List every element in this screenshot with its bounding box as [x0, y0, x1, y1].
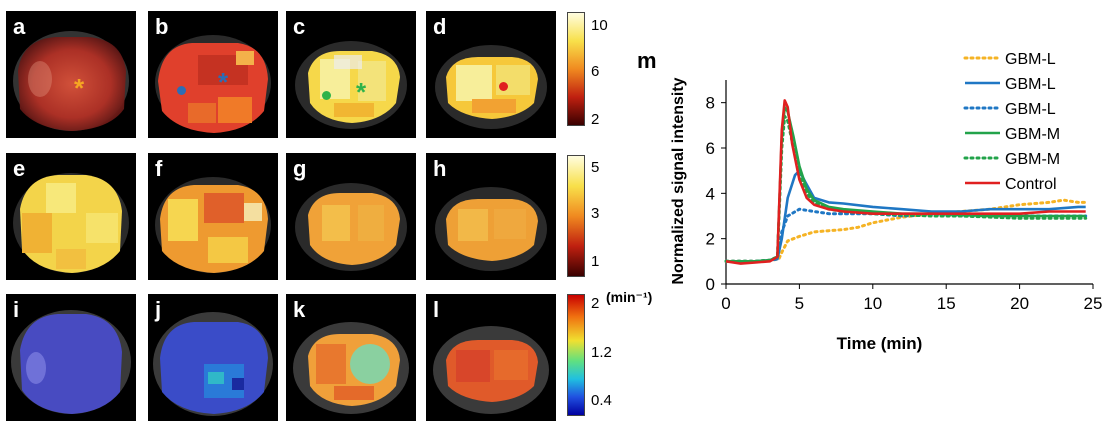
mri-map-j [153, 312, 273, 416]
y-tick-label: 2 [706, 230, 715, 249]
colorbar-tick: 3 [591, 205, 600, 222]
dot-marker [177, 86, 186, 95]
y-tick-label: 4 [706, 184, 715, 203]
series-line-6 [725, 99, 1086, 265]
y-tick-label: 0 [706, 275, 715, 294]
panel-label: l [433, 297, 440, 322]
panel-label: c [293, 14, 306, 39]
panel-l: l [426, 294, 556, 421]
x-tick-label: 20 [1010, 294, 1029, 313]
y-axis-label: Normalized signal intensity [670, 77, 687, 284]
mri-map-g [295, 183, 407, 271]
panel-f: f [148, 153, 278, 280]
panel-label: k [293, 297, 306, 322]
x-tick-label: 10 [863, 294, 882, 313]
colorbar-row3 [567, 294, 585, 416]
asterisk-marker: * [218, 67, 229, 97]
dot-marker [322, 91, 331, 100]
colorbar-unit: (min⁻¹) [606, 289, 653, 305]
colorbar-tick: 10 [591, 17, 608, 34]
colorbar-tick: 2 [591, 111, 600, 128]
panel-b: b * [148, 11, 278, 138]
x-tick-label: 15 [937, 294, 956, 313]
panel-c: c * [286, 11, 416, 138]
panel-label: g [293, 156, 307, 181]
legend-entry: GBM-L [1005, 101, 1056, 118]
panel-g: g [286, 153, 416, 280]
panel-label: a [13, 14, 26, 39]
panel-label: e [13, 156, 26, 181]
colorbar-tick: 0.4 [591, 392, 612, 409]
mri-map-h [435, 187, 547, 271]
mri-map-k [293, 322, 409, 414]
colorbar-row2 [567, 155, 585, 277]
x-tick-label: 25 [1084, 294, 1103, 313]
colorbar-row1 [567, 12, 585, 126]
mri-map-i [11, 310, 131, 414]
asterisk-marker: * [356, 77, 367, 107]
dot-marker [499, 82, 508, 91]
panel-label: d [433, 14, 447, 39]
legend-entry: GBM-M [1005, 126, 1060, 143]
legend-entry: GBM-L [1005, 51, 1056, 68]
panel-label: b [155, 14, 169, 39]
panel-label: h [433, 156, 447, 181]
chart-panel-label: m [637, 48, 657, 73]
legend-entry: GBM-M [1005, 151, 1060, 168]
mri-map-a [13, 31, 129, 131]
panel-i: i [6, 294, 136, 421]
panel-e: e [6, 153, 136, 280]
panel-k: k [286, 294, 416, 421]
panel-h: h [426, 153, 556, 280]
panel-j: j [148, 294, 278, 421]
panel-label: j [155, 297, 162, 322]
legend-entry: GBM-L [1005, 76, 1056, 93]
mri-map-e [13, 173, 129, 273]
x-tick-label: 0 [721, 294, 730, 313]
y-tick-label: 8 [706, 94, 715, 113]
colorbar-tick: 6 [591, 63, 600, 80]
colorbar-tick: 5 [591, 159, 600, 176]
mri-map-f [155, 177, 271, 273]
x-tick-label: 5 [795, 294, 804, 313]
colorbar-tick: 2 [591, 295, 600, 312]
colorbar-tick: 1.2 [591, 344, 612, 361]
y-tick-label: 6 [706, 139, 715, 158]
panel-a: a * [6, 11, 136, 138]
panel-label: i [13, 297, 20, 322]
legend-entry: Control [1005, 176, 1057, 193]
panel-label: f [155, 156, 163, 181]
colorbar-tick: 1 [591, 253, 600, 270]
panel-d: d [426, 11, 556, 138]
mri-map-l [433, 326, 549, 414]
asterisk-marker: * [74, 73, 85, 103]
mri-map-c [295, 41, 407, 129]
x-axis-label: Time (min) [837, 334, 923, 353]
mri-map-b [155, 35, 271, 133]
